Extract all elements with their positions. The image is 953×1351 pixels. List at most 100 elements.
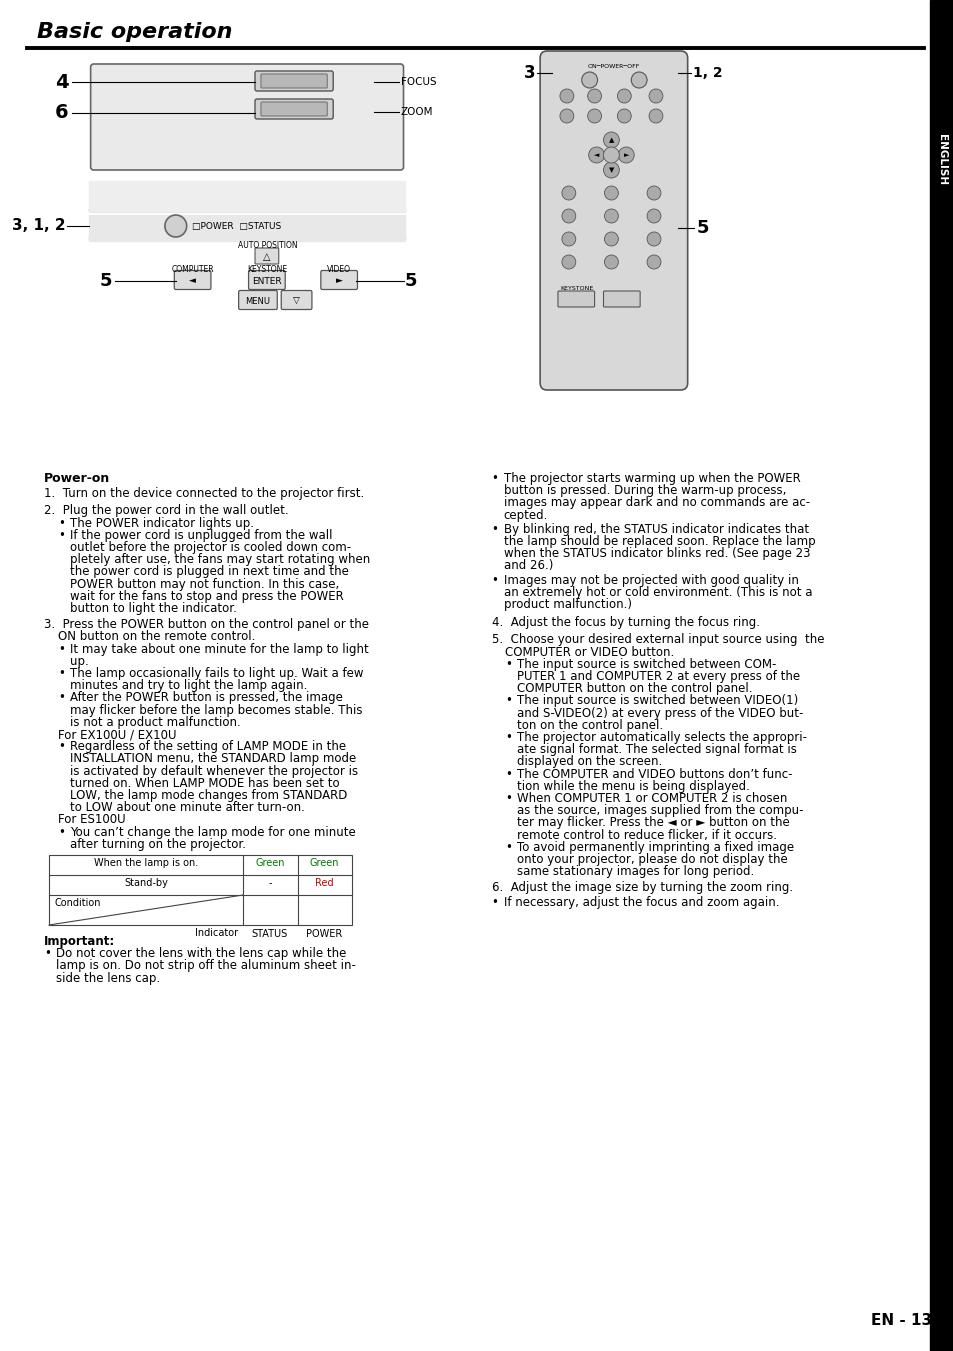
Text: turned on. When LAMP MODE has been set to: turned on. When LAMP MODE has been set t… [70,777,339,790]
Text: ◄: ◄ [189,277,196,285]
Text: Condition: Condition [54,898,100,908]
Text: same stationary images for long period.: same stationary images for long period. [517,865,754,878]
Text: •: • [58,692,65,704]
Text: By blinking red, the STATUS indicator indicates that: By blinking red, the STATUS indicator in… [503,523,808,536]
Text: button to light the indicator.: button to light the indicator. [70,603,236,615]
Text: MENU: MENU [245,296,271,305]
Text: ENTER: ENTER [252,277,281,285]
Circle shape [617,89,631,103]
Text: displayed on the screen.: displayed on the screen. [517,755,662,769]
Text: KEYSTONE: KEYSTONE [247,265,287,273]
Text: •: • [505,792,512,805]
Circle shape [617,109,631,123]
FancyBboxPatch shape [539,51,687,390]
Text: The input source is switched between COM-: The input source is switched between COM… [517,658,776,671]
Text: •: • [58,667,65,680]
Text: an extremely hot or cold environment. (This is not a: an extremely hot or cold environment. (T… [503,586,811,598]
FancyBboxPatch shape [249,270,285,289]
Text: 5: 5 [99,272,112,290]
Text: Red: Red [314,878,334,888]
Text: ENGLISH: ENGLISH [936,135,946,185]
Text: COMPUTER: COMPUTER [172,265,213,273]
Text: STATUS: STATUS [252,929,288,939]
Circle shape [604,232,618,246]
Circle shape [603,147,618,163]
Circle shape [588,147,604,163]
Text: ZOOM: ZOOM [400,107,433,118]
Text: The projector automatically selects the appropri-: The projector automatically selects the … [517,731,806,744]
Text: Stand-by: Stand-by [124,878,168,888]
FancyBboxPatch shape [261,74,327,88]
Text: •: • [44,947,51,961]
Text: product malfunction.): product malfunction.) [503,598,631,611]
Text: the lamp should be replaced soon. Replace the lamp: the lamp should be replaced soon. Replac… [503,535,814,549]
Circle shape [561,186,576,200]
Text: the power cord is plugged in next time and the: the power cord is plugged in next time a… [70,566,349,578]
Text: The lamp occasionally fails to light up. Wait a few: The lamp occasionally fails to light up.… [70,667,363,680]
Text: POWER button may not function. In this case,: POWER button may not function. In this c… [70,578,338,590]
Text: If necessary, adjust the focus and zoom again.: If necessary, adjust the focus and zoom … [503,896,779,909]
FancyBboxPatch shape [254,249,278,263]
Text: ◄: ◄ [594,153,598,158]
Text: If the power cord is unplugged from the wall: If the power cord is unplugged from the … [70,528,332,542]
Text: onto your projector, please do not display the: onto your projector, please do not displ… [517,852,787,866]
Text: when the STATUS indicator blinks red. (See page 23: when the STATUS indicator blinks red. (S… [503,547,809,561]
Text: cepted.: cepted. [503,508,547,521]
Text: For EX100U / EX10U: For EX100U / EX10U [58,728,176,740]
Text: 1, 2: 1, 2 [692,66,721,80]
Bar [929,0,953,1351]
Text: pletely after use, the fans may start rotating when: pletely after use, the fans may start ro… [70,553,370,566]
Text: and 26.): and 26.) [503,559,553,573]
Text: Indicator: Indicator [194,928,238,938]
Circle shape [604,209,618,223]
Text: ON─POWER─OFF: ON─POWER─OFF [587,65,639,69]
Text: FOCUS: FOCUS [400,77,436,86]
Text: is not a product malfunction.: is not a product malfunction. [70,716,240,728]
Circle shape [646,209,660,223]
Text: 5.  Choose your desired external input source using  the: 5. Choose your desired external input so… [491,634,823,646]
Text: minutes and try to light the lamp again.: minutes and try to light the lamp again. [70,680,307,692]
Text: KEYSTONE: KEYSTONE [559,285,593,290]
Text: •: • [505,731,512,744]
Circle shape [646,232,660,246]
Text: 6.  Adjust the image size by turning the zoom ring.: 6. Adjust the image size by turning the … [491,881,792,894]
Text: images may appear dark and no commands are ac-: images may appear dark and no commands a… [503,496,809,509]
Text: Images may not be projected with good quality in: Images may not be projected with good qu… [503,574,798,586]
Text: is activated by default whenever the projector is: is activated by default whenever the pro… [70,765,357,778]
Text: POWER: POWER [306,929,342,939]
Text: ►: ► [623,153,628,158]
Bar [49,855,352,925]
Text: •: • [58,740,65,754]
Text: 3, 1, 2: 3, 1, 2 [12,219,66,234]
Bar [89,209,405,211]
Text: COMPUTER or VIDEO button.: COMPUTER or VIDEO button. [505,646,674,658]
Text: The input source is switched between VIDEO(1): The input source is switched between VID… [517,694,798,708]
Text: ate signal format. The selected signal format is: ate signal format. The selected signal f… [517,743,797,757]
Circle shape [631,72,646,88]
Text: You can’t change the lamp mode for one minute: You can’t change the lamp mode for one m… [70,825,355,839]
Bar [89,181,405,211]
Text: INSTALLATION menu, the STANDARD lamp mode: INSTALLATION menu, the STANDARD lamp mod… [70,753,355,766]
Text: 4.  Adjust the focus by turning the focus ring.: 4. Adjust the focus by turning the focus… [491,616,759,630]
Text: When the lamp is on.: When the lamp is on. [93,858,198,867]
Circle shape [618,147,634,163]
Circle shape [165,215,187,236]
Circle shape [603,132,618,149]
FancyBboxPatch shape [558,290,594,307]
Text: To avoid permanently imprinting a fixed image: To avoid permanently imprinting a fixed … [517,840,794,854]
Text: •: • [58,516,65,530]
Text: 2.  Plug the power cord in the wall outlet.: 2. Plug the power cord in the wall outle… [44,504,289,517]
Text: up.: up. [70,655,89,667]
Text: 5: 5 [404,272,416,290]
Bar [89,236,405,239]
Text: The POWER indicator lights up.: The POWER indicator lights up. [70,516,253,530]
Text: •: • [58,643,65,655]
Text: lamp is on. Do not strip off the aluminum sheet in-: lamp is on. Do not strip off the aluminu… [56,959,355,973]
Text: The projector starts warming up when the POWER: The projector starts warming up when the… [503,471,800,485]
Text: LOW, the lamp mode changes from STANDARD: LOW, the lamp mode changes from STANDARD [70,789,347,802]
Text: ▽: ▽ [293,296,299,305]
Text: •: • [491,523,498,536]
Text: PUTER 1 and COMPUTER 2 at every press of the: PUTER 1 and COMPUTER 2 at every press of… [517,670,800,684]
Text: •: • [491,471,498,485]
Bar [89,215,405,240]
